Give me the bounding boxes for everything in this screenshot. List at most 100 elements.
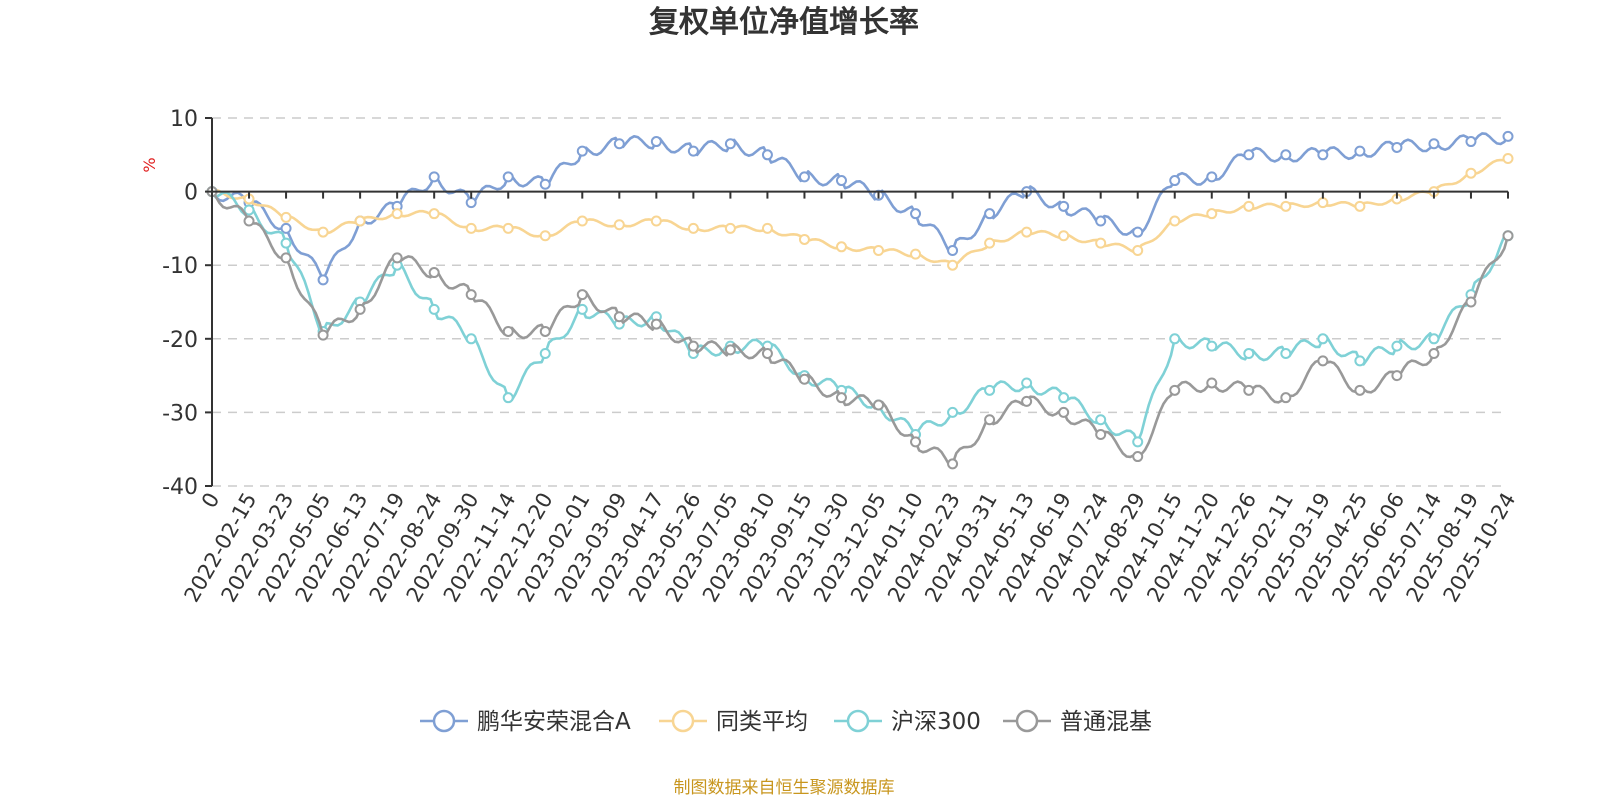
y-tick-label: -20 xyxy=(162,328,198,353)
legend-marker-icon xyxy=(671,709,695,733)
series-4 xyxy=(206,186,1514,470)
data-point xyxy=(761,348,773,360)
data-point xyxy=(687,145,699,157)
data-point xyxy=(687,222,699,234)
data-point xyxy=(1058,406,1070,418)
data-point xyxy=(1317,333,1329,345)
data-point xyxy=(576,145,588,157)
data-point xyxy=(910,436,922,448)
data-point xyxy=(280,237,292,249)
data-point xyxy=(835,241,847,253)
data-point xyxy=(502,222,514,234)
data-point xyxy=(317,274,329,286)
data-point xyxy=(354,303,366,315)
data-point xyxy=(1502,130,1514,142)
data-point xyxy=(1095,414,1107,426)
data-point xyxy=(613,219,625,231)
series-line xyxy=(211,157,1509,267)
data-point xyxy=(1021,395,1033,407)
data-point xyxy=(1243,348,1255,360)
data-point xyxy=(1391,340,1403,352)
data-point xyxy=(428,303,440,315)
y-tick-label: 0 xyxy=(184,181,198,206)
data-point xyxy=(1095,428,1107,440)
data-point xyxy=(1243,384,1255,396)
data-point xyxy=(1280,149,1292,161)
data-point xyxy=(798,171,810,183)
data-point xyxy=(1317,355,1329,367)
legend-label: 沪深300 xyxy=(891,709,981,735)
data-point xyxy=(835,392,847,404)
data-point xyxy=(1391,370,1403,382)
data-point xyxy=(576,289,588,301)
data-point xyxy=(724,344,736,356)
data-point xyxy=(1354,355,1366,367)
data-point xyxy=(947,244,959,256)
data-point xyxy=(1169,333,1181,345)
data-point xyxy=(1021,226,1033,238)
data-point xyxy=(947,406,959,418)
legend-marker-icon xyxy=(1015,709,1039,733)
data-point xyxy=(1280,392,1292,404)
data-point xyxy=(1206,377,1218,389)
data-point xyxy=(910,248,922,260)
legend-item[interactable]: 普通混基 xyxy=(1003,709,1152,735)
y-tick-label: -30 xyxy=(162,401,198,426)
data-point xyxy=(1428,138,1440,150)
data-point xyxy=(280,252,292,264)
data-point xyxy=(428,171,440,183)
data-point xyxy=(428,267,440,279)
data-point xyxy=(984,208,996,220)
data-point xyxy=(873,244,885,256)
legend-label: 普通混基 xyxy=(1060,709,1152,735)
data-point xyxy=(1243,149,1255,161)
data-point xyxy=(576,215,588,227)
series-line xyxy=(210,190,1510,466)
data-point xyxy=(243,215,255,227)
data-point xyxy=(613,311,625,323)
data-point xyxy=(910,208,922,220)
data-point xyxy=(354,215,366,227)
data-point xyxy=(1428,333,1440,345)
data-point xyxy=(1502,152,1514,164)
legend-item[interactable]: 鹏华安荣混合A xyxy=(420,709,631,735)
legend-marker-icon xyxy=(846,709,870,733)
legend-label: 同类平均 xyxy=(716,709,808,735)
data-point xyxy=(428,208,440,220)
data-point xyxy=(947,458,959,470)
data-point xyxy=(798,233,810,245)
data-point xyxy=(1169,175,1181,187)
x-tick-label: 0 xyxy=(197,489,224,513)
data-point xyxy=(502,325,514,337)
data-point xyxy=(243,204,255,216)
data-point xyxy=(1206,171,1218,183)
data-point xyxy=(1095,237,1107,249)
data-point xyxy=(1465,136,1477,148)
data-point xyxy=(984,414,996,426)
legend-item[interactable]: 同类平均 xyxy=(659,709,808,735)
data-point xyxy=(280,222,292,234)
legend-item[interactable]: 沪深300 xyxy=(834,709,981,735)
data-point xyxy=(317,329,329,341)
data-point xyxy=(1095,215,1107,227)
data-point xyxy=(539,230,551,242)
data-point xyxy=(873,399,885,411)
data-point xyxy=(1058,392,1070,404)
data-point xyxy=(465,289,477,301)
data-point xyxy=(1132,226,1144,238)
data-point xyxy=(1206,208,1218,220)
series-3 xyxy=(206,186,1514,448)
data-point xyxy=(1391,141,1403,153)
data-point xyxy=(465,222,477,234)
data-point xyxy=(465,197,477,209)
data-point xyxy=(576,303,588,315)
data-point xyxy=(1132,436,1144,448)
y-tick-label: 10 xyxy=(170,107,198,132)
y-tick-label: -40 xyxy=(162,475,198,500)
y-axis-unit-label: % xyxy=(140,157,159,172)
data-point xyxy=(1354,384,1366,396)
data-point xyxy=(1354,200,1366,212)
data-point xyxy=(1354,145,1366,157)
data-point xyxy=(1021,377,1033,389)
